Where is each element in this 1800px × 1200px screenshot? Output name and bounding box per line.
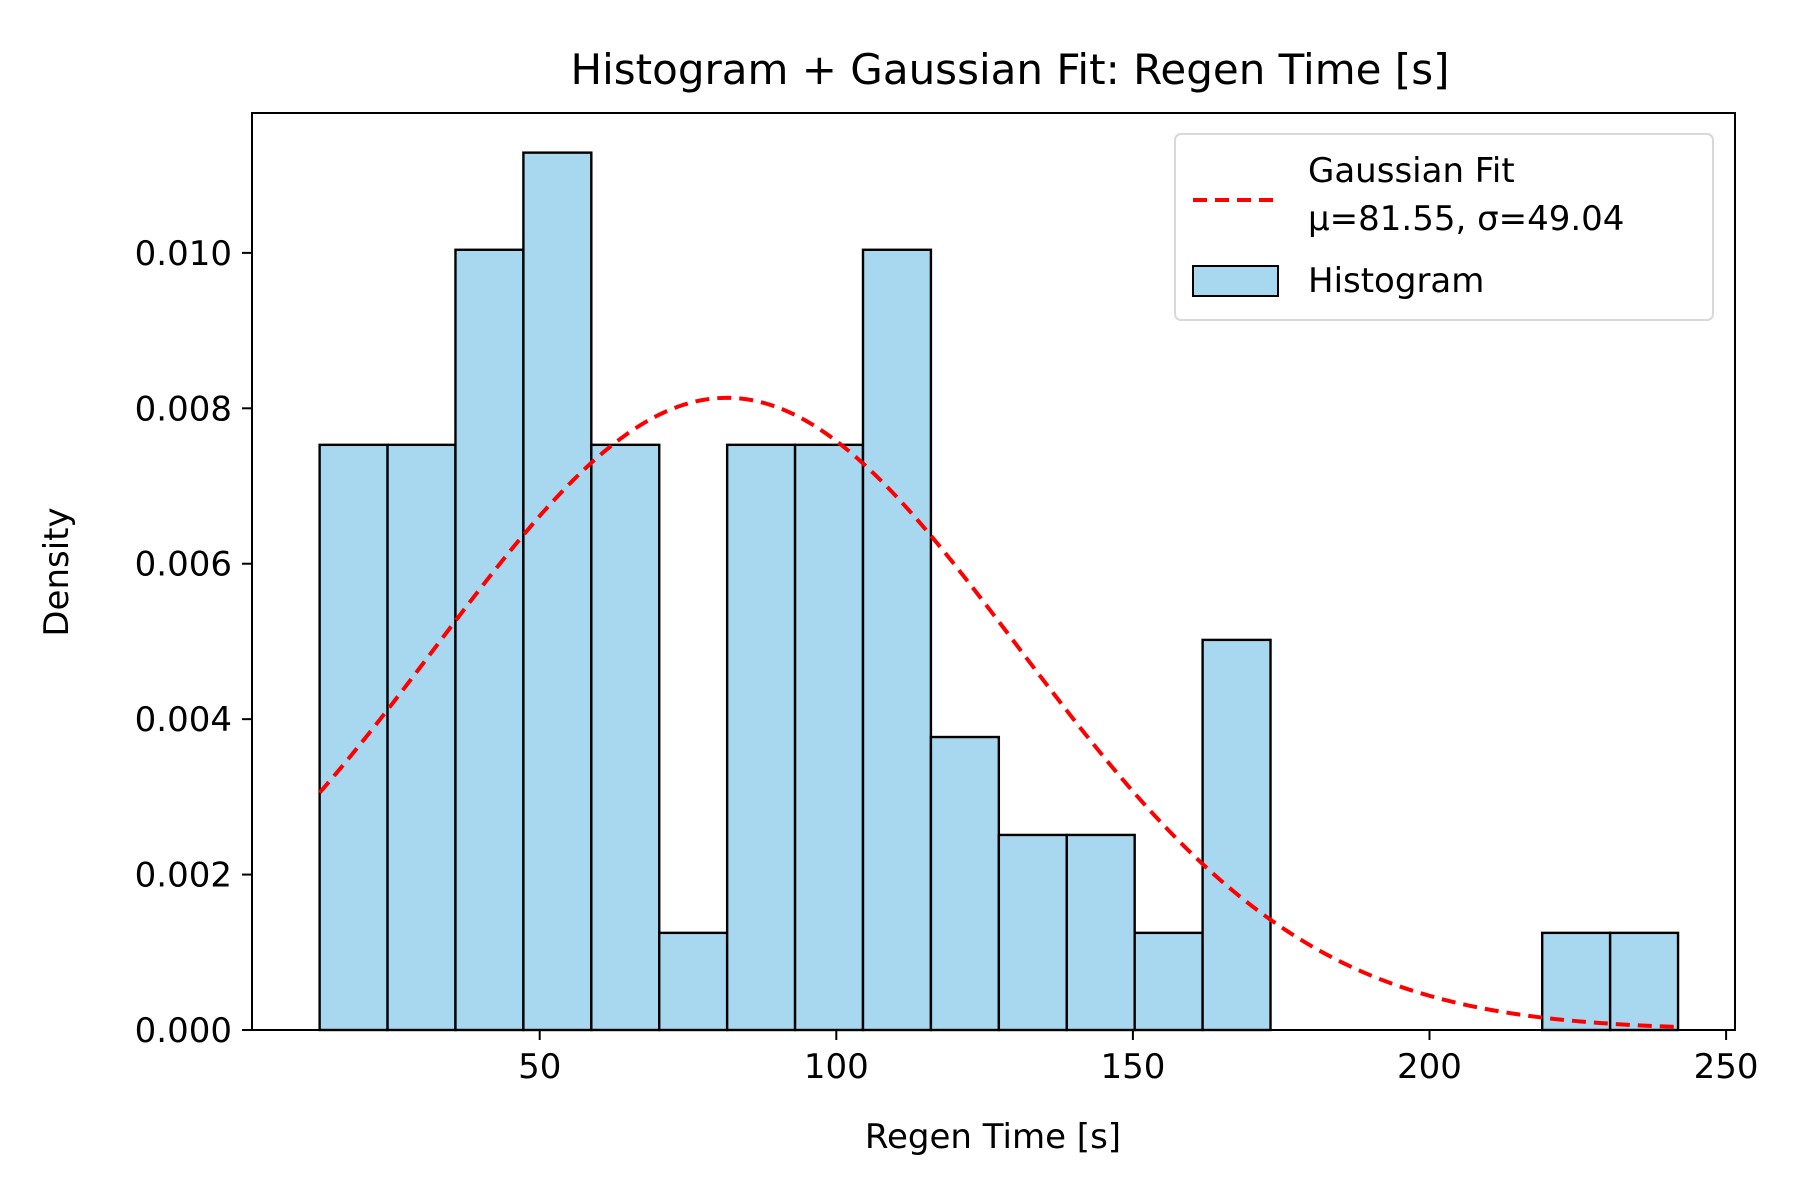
histogram-bar bbox=[1608, 931, 1680, 1032]
histogram-bar bbox=[1065, 833, 1136, 1032]
gaussian-fit-line bbox=[318, 395, 1679, 1029]
histogram-bar bbox=[658, 931, 729, 1032]
y-tick-label: 0.008 bbox=[135, 389, 232, 429]
y-tick-label: 0.010 bbox=[135, 234, 232, 274]
histogram-bar bbox=[318, 443, 389, 1032]
legend-fit-label-line1: Gaussian Fit bbox=[1308, 151, 1515, 191]
plot-frame bbox=[251, 112, 1736, 1031]
histogram-bar bbox=[793, 443, 865, 1032]
histogram-bars bbox=[318, 151, 1680, 1032]
histogram-bar bbox=[1133, 931, 1204, 1032]
histogram-bar bbox=[590, 443, 661, 1032]
legend: Gaussian Fit μ=81.55, σ=49.04 Histogram bbox=[1174, 133, 1714, 321]
histogram-bar bbox=[454, 248, 525, 1032]
y-tick-label: 0.000 bbox=[135, 1011, 232, 1051]
x-axis: 50 100 150 200 250 bbox=[518, 1030, 1759, 1087]
x-tick-label: 200 bbox=[1397, 1047, 1462, 1087]
x-tick-label: 150 bbox=[1100, 1047, 1165, 1087]
histogram-bar bbox=[522, 151, 593, 1032]
gaussian-fit-group bbox=[318, 395, 1679, 1029]
x-axis-label: Regen Time [s] bbox=[865, 1117, 1121, 1157]
histogram-bar bbox=[929, 735, 1001, 1032]
histogram-bar bbox=[725, 443, 797, 1032]
histogram-bar bbox=[997, 833, 1068, 1032]
y-tick-label: 0.006 bbox=[135, 545, 232, 585]
histogram-bar bbox=[386, 443, 457, 1032]
histogram-bar bbox=[1201, 638, 1272, 1032]
y-tick-label: 0.004 bbox=[135, 700, 232, 740]
x-tick-label: 100 bbox=[804, 1047, 869, 1087]
histogram-bar bbox=[1541, 931, 1612, 1032]
chart-title: Histogram + Gaussian Fit: Regen Time [s] bbox=[571, 45, 1450, 94]
legend-fit-label-line2: μ=81.55, σ=49.04 bbox=[1308, 199, 1624, 239]
x-tick-label: 250 bbox=[1694, 1047, 1759, 1087]
y-axis-label: Density bbox=[37, 507, 77, 636]
histogram-bar bbox=[861, 248, 933, 1032]
legend-histogram-swatch bbox=[1192, 265, 1279, 297]
y-axis: 0.000 0.002 0.004 0.006 0.008 0.010 bbox=[135, 234, 252, 1051]
legend-histogram-label: Histogram bbox=[1308, 261, 1484, 301]
y-tick-label: 0.002 bbox=[135, 856, 232, 896]
x-tick-label: 50 bbox=[518, 1047, 561, 1087]
legend-box bbox=[1174, 133, 1714, 321]
